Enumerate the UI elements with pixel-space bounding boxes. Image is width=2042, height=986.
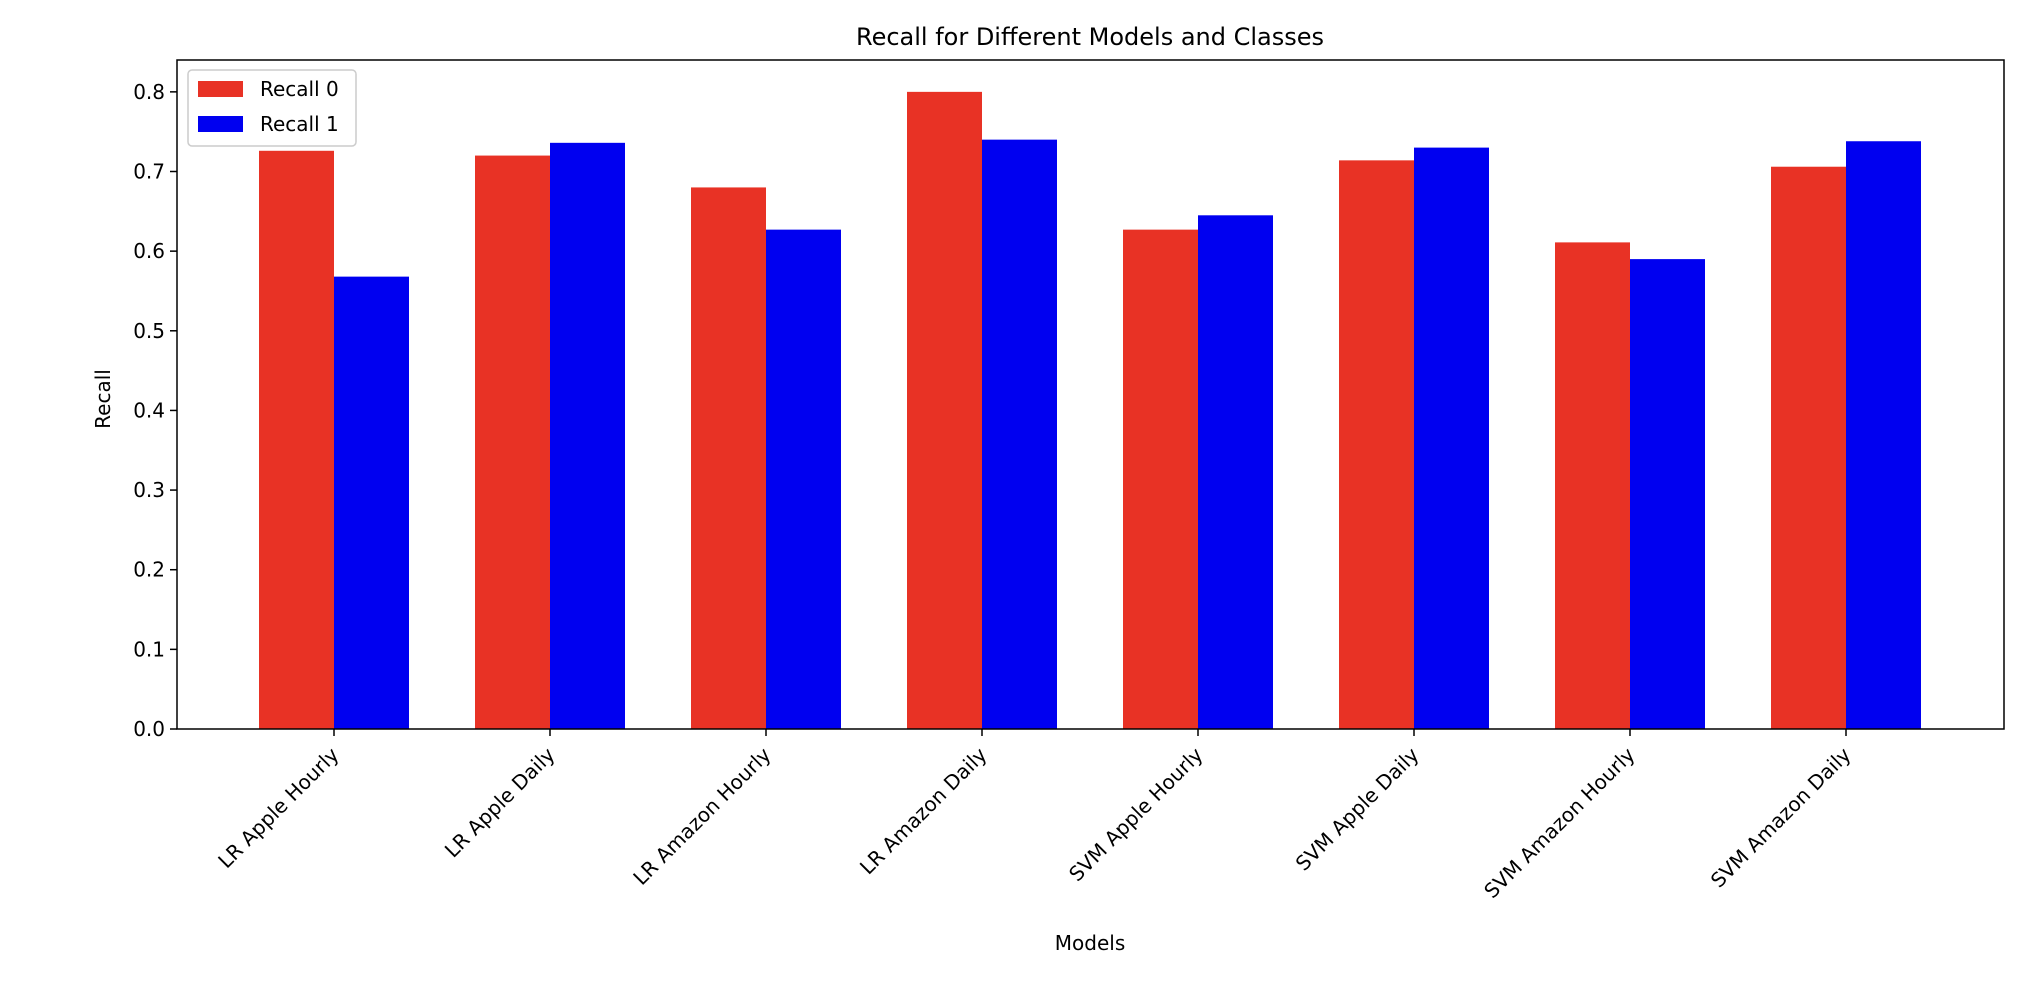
bar-recall-0-5 xyxy=(1339,160,1414,730)
y-tick-label: 0.6 xyxy=(133,239,165,263)
bar-recall-0-3 xyxy=(907,91,982,730)
bar-recall-0-0 xyxy=(259,150,334,730)
legend: Recall 0 Recall 1 xyxy=(187,69,357,147)
bar-recall-1-1 xyxy=(550,142,625,730)
bar-recall-1-2 xyxy=(766,229,841,729)
bar-recall-0-4 xyxy=(1123,229,1198,729)
y-axis-title: Recall xyxy=(91,369,115,429)
y-tick-label: 0.7 xyxy=(133,160,165,184)
bar-recall-0-2 xyxy=(691,187,766,729)
bar-recall-1-5 xyxy=(1414,147,1489,729)
bar-recall-1-6 xyxy=(1630,259,1705,729)
legend-swatch-recall-0 xyxy=(198,81,243,97)
legend-swatch-recall-1 xyxy=(198,116,243,132)
plot-frame xyxy=(176,59,2005,730)
bar-recall-1-7 xyxy=(1846,141,1921,729)
x-axis-title: Models xyxy=(1055,931,1125,955)
chart-title: Recall for Different Models and Classes xyxy=(856,23,1324,51)
y-tick-label: 0.2 xyxy=(133,558,165,582)
y-tick-label: 0.5 xyxy=(133,319,165,343)
y-tick-label: 0.3 xyxy=(133,478,165,502)
legend-label-recall-0: Recall 0 xyxy=(260,77,339,101)
y-tick-label: 0.0 xyxy=(133,717,165,741)
y-tick-label: 0.1 xyxy=(133,637,165,661)
bar-recall-0-7 xyxy=(1771,166,1846,729)
legend-label-recall-1: Recall 1 xyxy=(260,112,339,136)
bar-recall-1-4 xyxy=(1198,215,1273,729)
bar-recall-0-1 xyxy=(475,155,550,730)
bars-layer xyxy=(259,91,1921,730)
y-tick-label: 0.4 xyxy=(133,398,165,422)
bar-recall-1-3 xyxy=(982,139,1057,730)
y-axis: 0.0 0.1 0.2 0.3 0.4 0.5 0.6 0.7 0.8 xyxy=(133,80,177,741)
bar-recall-0-6 xyxy=(1555,242,1630,729)
bar-recall-1-0 xyxy=(334,276,409,729)
y-tick-label: 0.8 xyxy=(133,80,165,104)
